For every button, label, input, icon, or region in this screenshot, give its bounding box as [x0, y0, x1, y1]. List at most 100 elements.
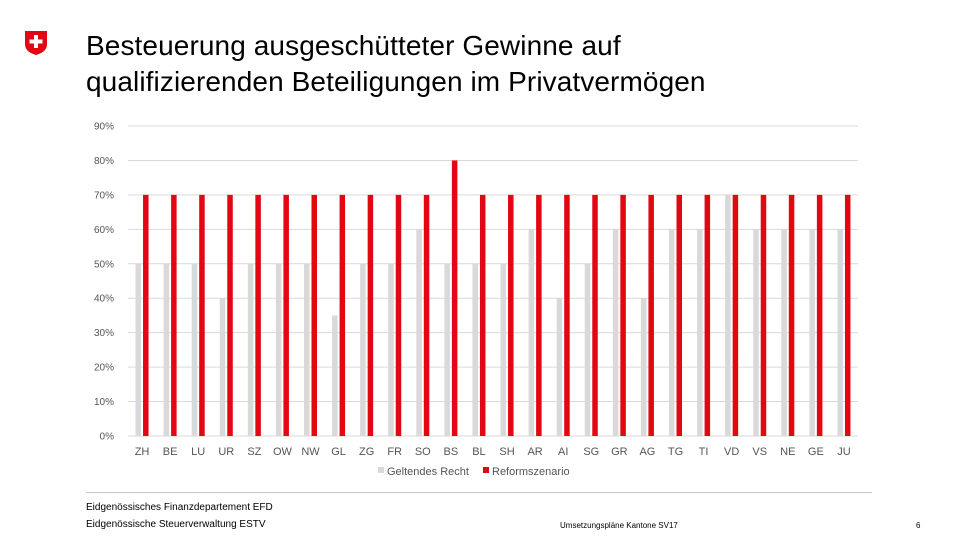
- bar-AR-geltendes-recht: [528, 229, 535, 436]
- bar-VD-geltendes-recht: [725, 194, 731, 436]
- bar-AG-geltendes-recht: [640, 298, 647, 436]
- bar-OW-geltendes-recht: [275, 263, 282, 436]
- x-tick-label-AR: AR: [527, 446, 542, 458]
- y-tick-label: 90%: [94, 122, 114, 133]
- y-tick-label: 30%: [94, 328, 114, 339]
- bar-GE-reformszenario: [816, 194, 823, 436]
- bar-NE-reformszenario: [788, 194, 795, 436]
- bar-ZH-reformszenario: [143, 194, 149, 436]
- y-tick-label: 10%: [94, 397, 114, 408]
- bar-FR-reformszenario: [395, 194, 402, 436]
- bar-SG-reformszenario: [592, 194, 598, 436]
- y-tick-label: 60%: [94, 225, 114, 236]
- footer-department: Eidgenössisches Finanzdepartement EFD: [86, 502, 273, 513]
- bar-ZH-geltendes-recht: [135, 263, 142, 436]
- bar-AI-geltendes-recht: [556, 298, 563, 436]
- x-tick-label-AG: AG: [639, 446, 655, 458]
- x-axis-category-labels: ZH BE LU UR SZ OW NW GL ZG FR SO BS BL SH AR AI SG GR AG TG…: [135, 446, 851, 458]
- footer-divider: [86, 492, 872, 493]
- x-tick-label-GR: GR: [611, 446, 628, 458]
- x-tick-label-NE: NE: [780, 446, 795, 458]
- y-tick-label: 80%: [94, 156, 114, 167]
- bar-SH-reformszenario: [508, 194, 514, 436]
- x-tick-label-GL: GL: [331, 446, 346, 458]
- bar-SH-geltendes-recht: [500, 263, 507, 436]
- bar-UR-reformszenario: [227, 194, 233, 436]
- x-tick-label-SH: SH: [499, 446, 514, 458]
- bar-SG-geltendes-recht: [584, 263, 591, 436]
- x-tick-label-BE: BE: [163, 446, 178, 458]
- x-tick-label-VS: VS: [752, 446, 767, 458]
- bar-GL-geltendes-recht: [332, 315, 338, 436]
- legend-swatch-geltendes-recht: [378, 467, 384, 473]
- bar-SO-reformszenario: [423, 194, 430, 436]
- y-axis-tick-labels: 0% 10% 20% 30% 40% 50% 60% 70% 80% 90%: [94, 122, 114, 443]
- chart-legend: Geltendes Recht Reformszenario: [378, 466, 570, 478]
- footer-administration: Eidgenössische Steuerverwaltung ESTV: [86, 519, 266, 530]
- bar-JU-geltendes-recht: [837, 229, 843, 436]
- bar-BS-geltendes-recht: [444, 263, 450, 436]
- y-tick-label: 40%: [94, 294, 114, 305]
- bar-JU-reformszenario: [844, 194, 851, 436]
- x-tick-label-GE: GE: [808, 446, 824, 458]
- x-tick-label-NW: NW: [301, 446, 320, 458]
- bar-OW-reformszenario: [283, 194, 289, 436]
- page-title-line1: Besteuerung ausgeschütteter Gewinne auf: [86, 30, 621, 61]
- bar-NE-geltendes-recht: [781, 229, 787, 436]
- x-tick-label-JU: JU: [837, 446, 851, 458]
- bar-ZG-reformszenario: [367, 194, 374, 436]
- x-tick-label-FR: FR: [387, 446, 402, 458]
- x-tick-label-LU: LU: [191, 446, 205, 458]
- bar-VS-reformszenario: [760, 194, 767, 436]
- x-tick-label-OW: OW: [273, 446, 293, 458]
- page-title-line2: qualifizierenden Beteiligungen im Privat…: [86, 66, 706, 97]
- page-number: 6: [916, 521, 921, 530]
- legend-label-geltendes-recht: Geltendes Recht: [387, 466, 469, 478]
- bar-FR-geltendes-recht: [388, 263, 394, 436]
- x-tick-label-ZH: ZH: [135, 446, 150, 458]
- bar-VS-geltendes-recht: [753, 229, 759, 436]
- y-tick-label: 20%: [94, 363, 114, 374]
- bar-AR-reformszenario: [536, 194, 542, 436]
- x-tick-label-TI: TI: [699, 446, 709, 458]
- x-tick-label-SO: SO: [415, 446, 431, 458]
- bar-ZG-geltendes-recht: [360, 263, 366, 436]
- x-tick-label-AI: AI: [558, 446, 568, 458]
- bar-TI-geltendes-recht: [697, 229, 703, 436]
- x-tick-label-VD: VD: [724, 446, 739, 458]
- bar-BS-reformszenario: [451, 160, 458, 436]
- x-tick-label-TG: TG: [668, 446, 683, 458]
- bar-LU-geltendes-recht: [191, 263, 198, 436]
- footer-topic: Umsetzungspläne Kantone SV17: [560, 521, 678, 530]
- bar-AI-reformszenario: [564, 194, 570, 436]
- bar-NW-reformszenario: [311, 194, 317, 436]
- y-tick-label: 70%: [94, 190, 114, 201]
- x-tick-label-ZG: ZG: [359, 446, 374, 458]
- x-tick-label-SZ: SZ: [247, 446, 261, 458]
- swiss-cross-icon: [25, 31, 47, 55]
- x-tick-label-BS: BS: [444, 446, 459, 458]
- chart-gridlines: [128, 125, 858, 437]
- bar-BE-reformszenario: [171, 194, 177, 436]
- x-tick-label-BL: BL: [472, 446, 485, 458]
- bar-TI-reformszenario: [704, 194, 711, 436]
- bar-GL-reformszenario: [339, 194, 346, 436]
- x-tick-label-SG: SG: [583, 446, 599, 458]
- legend-swatch-reformszenario: [483, 467, 489, 473]
- bar-BE-geltendes-recht: [163, 263, 170, 436]
- bar-SZ-reformszenario: [255, 194, 261, 436]
- bar-NW-geltendes-recht: [304, 263, 310, 436]
- bar-TG-geltendes-recht: [669, 229, 675, 436]
- bar-SO-geltendes-recht: [416, 229, 422, 436]
- bar-SZ-geltendes-recht: [247, 263, 254, 436]
- x-tick-label-UR: UR: [218, 446, 234, 458]
- bar-VD-reformszenario: [732, 194, 739, 436]
- bar-UR-geltendes-recht: [219, 298, 226, 436]
- bar-GE-geltendes-recht: [809, 229, 815, 436]
- y-tick-label: 50%: [94, 259, 114, 270]
- legend-label-reformszenario: Reformszenario: [492, 466, 570, 478]
- bar-BL-geltendes-recht: [472, 263, 478, 436]
- bar-LU-reformszenario: [199, 194, 205, 436]
- bar-GR-reformszenario: [620, 194, 626, 436]
